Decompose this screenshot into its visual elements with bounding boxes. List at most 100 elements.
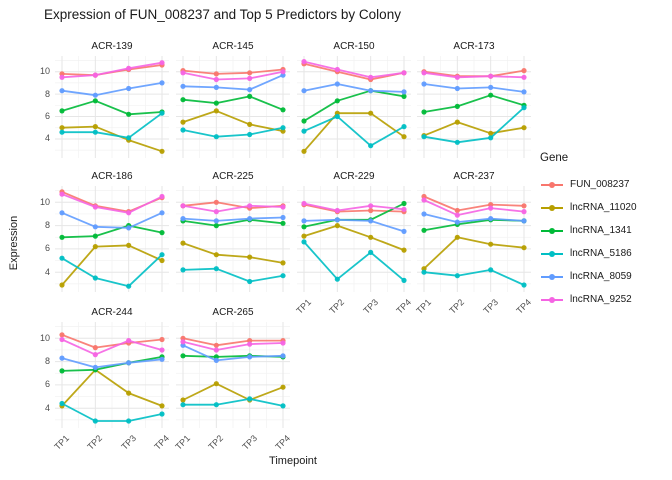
data-point-lncRNA_9252 xyxy=(247,341,253,347)
legend-key-icon xyxy=(541,273,563,280)
data-point-lncRNA_8059 xyxy=(247,354,253,360)
data-point-lncRNA_9252 xyxy=(334,207,340,214)
data-point-lncRNA_8059 xyxy=(334,217,340,223)
data-point-lncRNA_1341 xyxy=(180,353,186,359)
data-point-lncRNA_9252 xyxy=(521,209,527,215)
series-line-lncRNA_8059 xyxy=(61,81,163,97)
data-point-lncRNA_8059 xyxy=(401,89,407,95)
data-point-FUN_008237 xyxy=(521,203,527,209)
facet-ACR-244: ACR-244 10 8 6 4 TP1 TP2 TP3 TP4 xyxy=(40,307,171,452)
x-tick-label: TP3 xyxy=(360,297,380,316)
y-tick-label: 10 xyxy=(39,196,50,207)
data-point-lncRNA_11020 xyxy=(59,282,65,288)
data-point-lncRNA_1341 xyxy=(488,92,494,98)
y-tick-label: 6 xyxy=(44,379,50,390)
data-point-lncRNA_9252 xyxy=(454,212,460,218)
data-point-lncRNA_11020 xyxy=(521,245,527,251)
data-point-lncRNA_8059 xyxy=(334,81,340,87)
series-line-FUN_008237 xyxy=(303,62,405,81)
data-point-lncRNA_9252 xyxy=(521,74,527,80)
legend-key-icon xyxy=(541,204,563,211)
data-point-lncRNA_1341 xyxy=(92,233,98,239)
data-point-lncRNA_5186 xyxy=(334,113,340,120)
facet-title: ACR-173 xyxy=(453,41,495,52)
data-point-lncRNA_11020 xyxy=(159,403,165,409)
facet-title: ACR-145 xyxy=(212,41,254,52)
series-line-FUN_008237 xyxy=(61,333,163,349)
data-point-lncRNA_1341 xyxy=(421,227,427,233)
series-line-FUN_008237 xyxy=(182,337,284,347)
data-point-lncRNA_5186 xyxy=(126,283,132,289)
facet-panel xyxy=(417,186,531,292)
data-point-lncRNA_9252 xyxy=(368,74,374,80)
data-point-lncRNA_5186 xyxy=(126,418,132,424)
y-tick-label: 4 xyxy=(44,402,50,413)
data-point-lncRNA_11020 xyxy=(213,252,219,258)
data-point-lncRNA_11020 xyxy=(454,119,460,125)
y-axis-title: Expression xyxy=(8,215,20,271)
data-point-lncRNA_9252 xyxy=(159,347,165,353)
legend: Gene FUN_008237 lncRNA_11020 lncRNA_1341 ln… xyxy=(540,152,637,316)
data-point-lncRNA_8059 xyxy=(159,80,165,86)
legend-item-lncRNA_11020: lncRNA_11020 xyxy=(540,201,637,214)
y-tick-label: 10 xyxy=(39,66,50,77)
facet-ACR-139: ACR-139 10 8 6 4 xyxy=(40,41,169,158)
y-tick-label: 8 xyxy=(44,220,50,231)
data-point-FUN_008237 xyxy=(213,199,219,205)
data-point-FUN_008237 xyxy=(247,70,253,76)
series-line-lncRNA_11020 xyxy=(182,242,284,264)
x-tick-label: TP2 xyxy=(327,297,347,316)
data-point-lncRNA_5186 xyxy=(521,282,527,288)
data-point-lncRNA_11020 xyxy=(126,242,132,248)
data-point-lncRNA_8059 xyxy=(92,224,98,230)
data-point-lncRNA_8059 xyxy=(159,356,165,362)
series-line-lncRNA_11020 xyxy=(303,112,405,153)
data-point-lncRNA_11020 xyxy=(159,148,165,154)
data-point-lncRNA_9252 xyxy=(59,336,65,343)
facet-ACR-145: ACR-145 xyxy=(176,41,290,158)
data-point-FUN_008237 xyxy=(213,71,219,77)
data-point-lncRNA_1341 xyxy=(180,97,186,103)
facet-ACR-237: ACR-237 TP1 TP2 TP3 TP4 xyxy=(414,171,533,316)
data-point-lncRNA_9252 xyxy=(59,74,65,80)
series-line-lncRNA_8059 xyxy=(182,74,284,91)
data-point-lncRNA_1341 xyxy=(454,103,460,109)
data-point-lncRNA_5186 xyxy=(368,143,374,149)
data-point-lncRNA_1341 xyxy=(59,234,65,240)
facet-ACR-186: ACR-186 10 8 6 4 xyxy=(40,171,169,292)
data-point-lncRNA_11020 xyxy=(301,148,307,154)
series-line-lncRNA_1341 xyxy=(61,356,163,372)
legend-item-lncRNA_9252: lncRNA_9252 xyxy=(540,293,637,306)
series-line-lncRNA_8059 xyxy=(61,357,163,369)
data-point-lncRNA_8059 xyxy=(454,219,460,225)
data-point-lncRNA_1341 xyxy=(59,368,65,374)
data-point-lncRNA_8059 xyxy=(521,89,527,95)
data-point-lncRNA_1341 xyxy=(334,98,340,104)
facet-title: ACR-237 xyxy=(453,171,495,182)
series-line-lncRNA_9252 xyxy=(61,193,163,214)
data-point-lncRNA_1341 xyxy=(301,118,307,124)
data-point-lncRNA_11020 xyxy=(180,240,186,246)
data-point-lncRNA_1341 xyxy=(301,224,307,230)
data-point-lncRNA_5186 xyxy=(92,129,98,135)
series-line-lncRNA_11020 xyxy=(61,125,163,153)
series-line-lncRNA_11020 xyxy=(423,121,525,137)
data-point-lncRNA_8059 xyxy=(421,211,427,217)
facet-panel xyxy=(55,322,169,428)
data-point-lncRNA_9252 xyxy=(280,204,286,210)
facet-title: ACR-150 xyxy=(333,41,375,52)
data-point-lncRNA_11020 xyxy=(454,234,460,240)
series-line-lncRNA_5186 xyxy=(61,112,163,139)
facet-title: ACR-225 xyxy=(212,171,254,182)
data-point-lncRNA_5186 xyxy=(59,129,65,135)
series-line-lncRNA_11020 xyxy=(303,224,405,251)
data-point-lncRNA_11020 xyxy=(92,124,98,130)
data-point-lncRNA_5186 xyxy=(521,105,527,111)
data-point-lncRNA_9252 xyxy=(126,210,132,216)
legend-label: lncRNA_1341 xyxy=(570,225,632,236)
legend-key-icon xyxy=(541,250,563,257)
data-point-lncRNA_11020 xyxy=(280,260,286,266)
data-point-lncRNA_8059 xyxy=(92,364,98,370)
series-line-lncRNA_5186 xyxy=(303,241,405,282)
data-point-lncRNA_11020 xyxy=(159,257,165,264)
